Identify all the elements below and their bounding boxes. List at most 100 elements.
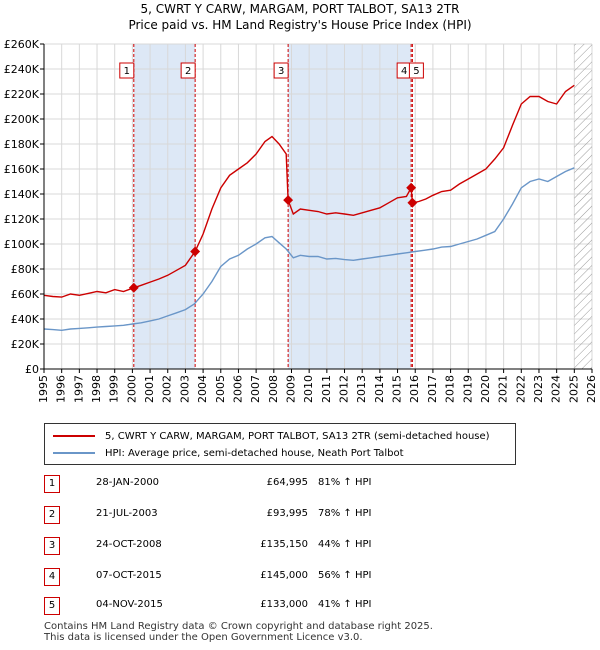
sale-label-box	[408, 62, 424, 79]
transaction-number: 5	[44, 597, 60, 615]
x-tick-label: 2026	[585, 375, 598, 403]
transaction-number: 1	[44, 475, 60, 493]
legend-label-hpi: HPI: Average price, semi-detached house,…	[105, 447, 404, 459]
x-tick-label: 2010	[302, 375, 315, 403]
x-tick-label: 1996	[55, 375, 68, 403]
transaction-price: £64,995	[266, 477, 308, 488]
footer-copyright: Contains HM Land Registry data © Crown c…	[44, 621, 433, 632]
x-tick-label: 2005	[214, 375, 227, 403]
y-tick-label: £200K	[4, 113, 40, 126]
transaction-hpi: 81% ↑ HPI	[318, 477, 372, 488]
sale-label: 3	[278, 66, 284, 77]
sale-label: 5	[413, 66, 419, 77]
x-tick-label: 2021	[497, 375, 510, 403]
y-tick-label: £100K	[4, 238, 40, 251]
x-tick-label: 2023	[532, 375, 545, 403]
sale-label: 4	[401, 66, 407, 77]
sale-point	[406, 182, 417, 193]
y-tick-label: £80K	[11, 263, 40, 276]
price-chart: £0 £20K £40K £60K £80K £100K £120K £140K £160K £1…	[4, 38, 598, 403]
y-tick-label: £20K	[11, 338, 40, 351]
sale-label-box	[273, 62, 289, 79]
x-tick-label: 2003	[178, 375, 191, 403]
x-tick-label: 2018	[444, 375, 457, 403]
transaction-number: 2	[44, 506, 60, 524]
transaction-hpi: 44% ↑ HPI	[318, 539, 372, 550]
transaction-price: £135,150	[260, 539, 308, 550]
x-tick-label: 2004	[196, 375, 209, 403]
x-tick-label: 2009	[284, 375, 297, 403]
sale-point	[190, 246, 201, 257]
transaction-price: £133,000	[260, 599, 308, 610]
transaction-date: 21-JUL-2003	[96, 508, 158, 519]
y-tick-label: £120K	[4, 213, 40, 226]
transaction-number: 3	[44, 537, 60, 555]
sale-label-box	[180, 62, 196, 79]
y-tick-label: £240K	[4, 63, 40, 76]
x-tick-label: 2013	[355, 375, 368, 403]
y-tick-label: £220K	[4, 88, 40, 101]
y-tick-label: £0	[25, 363, 39, 376]
x-tick-label: 2024	[550, 375, 563, 403]
x-tick-label: 2022	[514, 375, 527, 403]
legend-swatch-hpi	[53, 452, 95, 454]
table-row: 2 21-JUL-2003 £93,995 78% ↑ HPI	[44, 506, 564, 524]
y-tick-label: £260K	[4, 38, 40, 51]
y-tick-label: £160K	[4, 163, 40, 176]
x-tick-label: 2007	[249, 375, 262, 403]
x-tick-label: 2025	[567, 375, 580, 403]
transaction-date: 07-OCT-2015	[96, 570, 162, 581]
sale-label: 2	[185, 66, 191, 77]
x-tick-label: 2017	[426, 375, 439, 403]
y-tick-label: £60K	[11, 288, 40, 301]
x-tick-label: 2008	[267, 375, 280, 403]
x-tick-label: 2011	[320, 375, 333, 403]
sale-point	[283, 195, 294, 206]
x-tick-label: 2016	[408, 375, 421, 403]
transaction-hpi: 41% ↑ HPI	[318, 599, 372, 610]
x-tick-label: 2012	[338, 375, 351, 403]
footer-license: This data is licensed under the Open Gov…	[44, 632, 363, 643]
sale-label: 1	[124, 66, 130, 77]
x-tick-label: 2015	[391, 375, 404, 403]
legend-label-property: 5, CWRT Y CARW, MARGAM, PORT TALBOT, SA1…	[105, 430, 490, 442]
sale-point	[407, 197, 418, 208]
sale-point	[128, 282, 139, 293]
y-tick-label: £40K	[11, 313, 40, 326]
chart-title: 5, CWRT Y CARW, MARGAM, PORT TALBOT, SA1…	[140, 2, 460, 16]
legend: 5, CWRT Y CARW, MARGAM, PORT TALBOT, SA1…	[44, 423, 516, 465]
x-tick-label: 2006	[231, 375, 244, 403]
table-row: 3 24-OCT-2008 £135,150 44% ↑ HPI	[44, 537, 564, 555]
x-tick-label: 2020	[479, 375, 492, 403]
transaction-price: £145,000	[260, 570, 308, 581]
y-tick-label: £180K	[4, 138, 40, 151]
hpi-line	[43, 167, 575, 332]
sale-label-box	[119, 62, 135, 79]
table-row: 4 07-OCT-2015 £145,000 56% ↑ HPI	[44, 568, 564, 586]
shaded-period	[133, 44, 196, 369]
hatched-area	[574, 44, 592, 369]
legend-item-hpi: HPI: Average price, semi-detached house,…	[53, 445, 404, 461]
x-tick-label: 2000	[125, 375, 138, 403]
property-price-line	[43, 84, 575, 298]
x-tick-label: 1997	[72, 375, 85, 403]
legend-item-property: 5, CWRT Y CARW, MARGAM, PORT TALBOT, SA1…	[53, 428, 490, 444]
transaction-date: 28-JAN-2000	[96, 477, 160, 488]
transaction-hpi: 56% ↑ HPI	[318, 570, 372, 581]
transaction-price: £93,995	[266, 508, 308, 519]
table-row: 1 28-JAN-2000 £64,995 81% ↑ HPI	[44, 475, 564, 493]
x-tick-label: 2014	[373, 375, 386, 403]
y-tick-label: £140K	[4, 188, 40, 201]
x-tick-label: 1999	[108, 375, 121, 403]
table-row: 5 04-NOV-2015 £133,000 41% ↑ HPI	[44, 597, 564, 615]
transaction-date: 24-OCT-2008	[96, 539, 162, 550]
x-tick-label: 1998	[90, 375, 103, 403]
transaction-hpi: 78% ↑ HPI	[318, 508, 372, 519]
x-tick-label: 2001	[143, 375, 156, 403]
x-tick-label: 1995	[37, 375, 50, 403]
x-tick-label: 2019	[461, 375, 474, 403]
chart-subtitle: Price paid vs. HM Land Registry's House …	[128, 18, 472, 32]
x-tick-label: 2002	[161, 375, 174, 403]
shaded-period	[288, 44, 412, 369]
legend-swatch-property	[53, 435, 95, 437]
